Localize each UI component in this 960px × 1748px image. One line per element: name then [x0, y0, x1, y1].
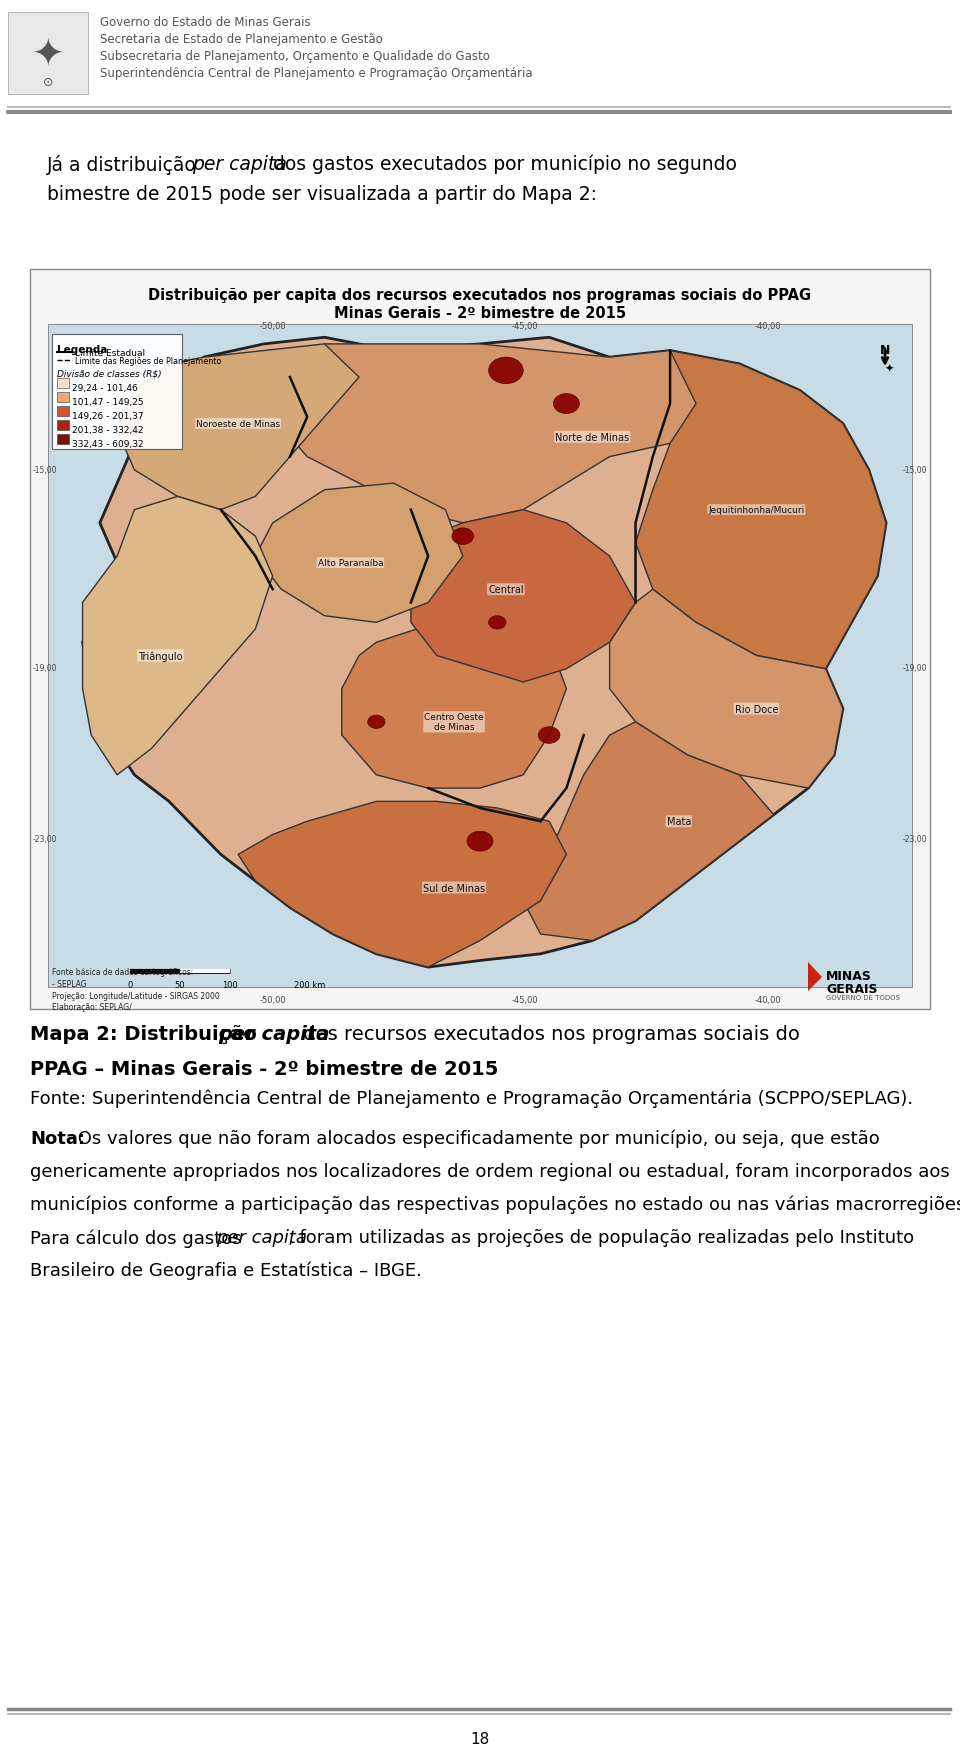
Text: Secretaria de Estado de Planejamento e Gestão: Secretaria de Estado de Planejamento e G…: [100, 33, 383, 45]
Text: Limite das Regiões de Planejamento: Limite das Regiões de Planejamento: [75, 357, 222, 365]
FancyBboxPatch shape: [8, 12, 88, 94]
Text: ✦: ✦: [32, 37, 64, 73]
Text: -50,00: -50,00: [260, 322, 286, 330]
Ellipse shape: [368, 715, 385, 729]
Polygon shape: [238, 802, 566, 968]
Text: -40,00: -40,00: [755, 322, 781, 330]
Text: per capita: per capita: [192, 156, 286, 173]
Text: 201,38 - 332,42: 201,38 - 332,42: [72, 427, 143, 435]
Polygon shape: [117, 344, 359, 510]
Text: Governo do Estado de Minas Gerais: Governo do Estado de Minas Gerais: [100, 16, 311, 30]
Text: 18: 18: [470, 1731, 490, 1746]
Text: -50,00: -50,00: [260, 995, 286, 1005]
Polygon shape: [523, 722, 774, 940]
Text: Alto Paranaíba: Alto Paranaíba: [318, 559, 383, 568]
Text: Divisão de classes (R$): Divisão de classes (R$): [57, 369, 161, 378]
Text: Central: Central: [488, 586, 524, 594]
Text: Rio Doce: Rio Doce: [734, 704, 779, 715]
Text: -40,00: -40,00: [755, 995, 781, 1005]
Text: Norte de Minas: Norte de Minas: [555, 432, 630, 442]
Text: Fonte básica de dados cartográficos:
- SEPLAG
Projeção: Longitude/Latitude - SIR: Fonte básica de dados cartográficos: - S…: [52, 967, 220, 1012]
FancyBboxPatch shape: [57, 379, 69, 388]
Text: Distribuição per capita dos recursos executados nos programas sociais do PPAG: Distribuição per capita dos recursos exe…: [149, 288, 811, 302]
FancyBboxPatch shape: [30, 269, 930, 1009]
Text: 200 km: 200 km: [295, 981, 325, 989]
Text: 50: 50: [175, 981, 185, 989]
FancyBboxPatch shape: [57, 393, 69, 402]
Text: N: N: [879, 344, 890, 357]
Polygon shape: [610, 589, 843, 788]
Text: -45,00: -45,00: [512, 322, 539, 330]
FancyBboxPatch shape: [52, 336, 182, 449]
Text: Já a distribuição: Já a distribuição: [47, 156, 203, 175]
Polygon shape: [83, 496, 273, 776]
Text: 0: 0: [128, 981, 132, 989]
Ellipse shape: [489, 358, 523, 385]
Text: Jequitinhonha/Mucuri: Jequitinhonha/Mucuri: [708, 505, 804, 516]
FancyBboxPatch shape: [48, 325, 912, 988]
Text: municípios conforme a participação das respectivas populações no estado ou nas v: municípios conforme a participação das r…: [30, 1196, 960, 1213]
Text: -23,00: -23,00: [33, 836, 58, 844]
Text: Minas Gerais - 2º bimestre de 2015: Minas Gerais - 2º bimestre de 2015: [334, 306, 626, 322]
Text: dos gastos executados por município no segundo: dos gastos executados por município no s…: [267, 156, 737, 175]
Text: per capita: per capita: [218, 1024, 329, 1044]
Text: GOVERNO DE TODOS: GOVERNO DE TODOS: [826, 995, 900, 1000]
Text: -15,00: -15,00: [902, 465, 927, 474]
Ellipse shape: [452, 528, 473, 545]
Text: genericamente apropriados nos localizadores de ordem regional ou estadual, foram: genericamente apropriados nos localizado…: [30, 1162, 949, 1180]
Text: -15,00: -15,00: [33, 465, 58, 474]
Text: MINAS: MINAS: [826, 970, 872, 982]
Text: Superintendência Central de Planejamento e Programação Orçamentária: Superintendência Central de Planejamento…: [100, 66, 533, 80]
FancyBboxPatch shape: [57, 435, 69, 444]
Text: ✦: ✦: [884, 364, 894, 374]
Text: 149,26 - 201,37: 149,26 - 201,37: [72, 413, 144, 421]
Text: Para cálculo dos gastos: Para cálculo dos gastos: [30, 1229, 248, 1246]
Text: -19,00: -19,00: [33, 662, 58, 673]
Ellipse shape: [489, 617, 506, 629]
Text: , foram utilizadas as projeções de população realizadas pelo Instituto: , foram utilizadas as projeções de popul…: [288, 1229, 915, 1246]
Text: PPAG – Minas Gerais - 2º bimestre de 2015: PPAG – Minas Gerais - 2º bimestre de 201…: [30, 1059, 498, 1079]
Text: 101,47 - 149,25: 101,47 - 149,25: [72, 399, 144, 407]
Text: Legenda: Legenda: [57, 344, 108, 355]
Ellipse shape: [553, 395, 580, 414]
FancyBboxPatch shape: [57, 421, 69, 430]
Text: Sul de Minas: Sul de Minas: [423, 883, 485, 893]
Polygon shape: [83, 337, 886, 968]
Text: 332,43 - 609,32: 332,43 - 609,32: [72, 440, 144, 449]
Polygon shape: [255, 484, 463, 622]
Text: 100: 100: [222, 981, 238, 989]
Text: Noroeste de Minas: Noroeste de Minas: [196, 420, 280, 428]
FancyBboxPatch shape: [57, 407, 69, 416]
Text: per capita: per capita: [216, 1229, 306, 1246]
Polygon shape: [636, 351, 886, 669]
Text: Mapa 2: Distribuição: Mapa 2: Distribuição: [30, 1024, 264, 1044]
Text: ⊙: ⊙: [43, 75, 53, 89]
Text: Limite Estadual: Limite Estadual: [75, 350, 145, 358]
Text: Fonte: Superintendência Central de Planejamento e Programação Orçamentária (SCPP: Fonte: Superintendência Central de Plane…: [30, 1089, 913, 1108]
Polygon shape: [808, 963, 822, 991]
Polygon shape: [342, 622, 566, 788]
Text: -45,00: -45,00: [512, 995, 539, 1005]
Text: bimestre de 2015 pode ser visualizada a partir do Mapa 2:: bimestre de 2015 pode ser visualizada a …: [47, 185, 597, 205]
Text: Nota:: Nota:: [30, 1129, 85, 1147]
Text: dos recursos executados nos programas sociais do: dos recursos executados nos programas so…: [297, 1024, 800, 1044]
Text: Brasileiro de Geografia e Estatística – IBGE.: Brasileiro de Geografia e Estatística – …: [30, 1262, 421, 1280]
Text: Os valores que não foram alocados especificadamente por município, ou seja, que : Os valores que não foram alocados especi…: [72, 1129, 879, 1148]
Polygon shape: [411, 510, 636, 683]
Text: Mata: Mata: [666, 816, 691, 827]
Text: Centro Oeste
de Minas: Centro Oeste de Minas: [424, 713, 484, 732]
Text: 29,24 - 101,46: 29,24 - 101,46: [72, 385, 137, 393]
Ellipse shape: [467, 832, 493, 851]
Text: GERAIS: GERAIS: [826, 982, 877, 995]
Text: Subsecretaria de Planejamento, Orçamento e Qualidade do Gasto: Subsecretaria de Planejamento, Orçamento…: [100, 51, 490, 63]
Text: -19,00: -19,00: [902, 662, 927, 673]
Text: -23,00: -23,00: [902, 836, 927, 844]
Ellipse shape: [539, 727, 560, 745]
Polygon shape: [273, 344, 722, 524]
Text: Triângulo: Triângulo: [138, 650, 182, 661]
